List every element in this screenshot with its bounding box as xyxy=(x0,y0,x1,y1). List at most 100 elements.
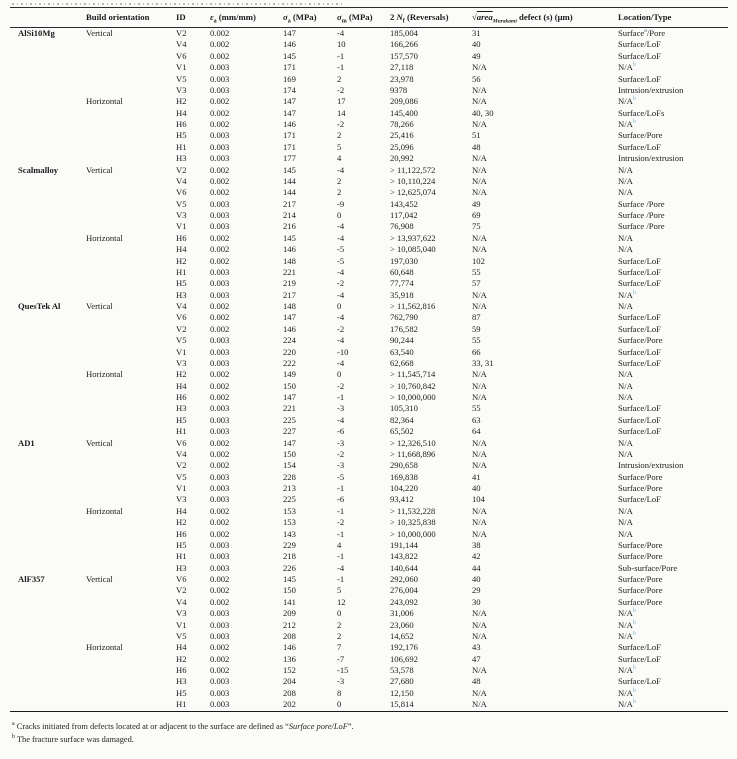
cell-loc: N/A xyxy=(618,164,633,175)
cell-loc: N/A xyxy=(618,369,633,380)
cell-sa: 149 xyxy=(283,369,296,380)
cell-orientation xyxy=(86,608,176,619)
cell-nf: 143,452 xyxy=(390,198,418,209)
cell-ea: 0.002 xyxy=(210,255,230,266)
cell-defect: 51 xyxy=(472,130,481,141)
cell-defect: 49 xyxy=(472,198,481,209)
cell-sm: -1 xyxy=(337,528,345,539)
cell-material xyxy=(10,415,86,426)
cell-sm: -7 xyxy=(337,653,345,664)
cell-ea: 0.002 xyxy=(210,665,230,675)
cell-sm: -2 xyxy=(337,517,345,528)
cell-material xyxy=(10,96,86,107)
cell-loc: N/A xyxy=(618,448,633,459)
header-id: ID xyxy=(176,12,186,22)
table-row: V1 0.003 171 -1 27,118 N/A N/Ab xyxy=(10,62,728,73)
cell-sm: -1 xyxy=(337,505,345,516)
cell-orientation xyxy=(86,472,176,483)
cell-ea: 0.003 xyxy=(210,630,230,641)
cell-sm: -1 xyxy=(337,62,345,73)
cell-sa: 209 xyxy=(283,608,296,619)
table-row: V3 0.003 174 -2 9378 N/A Intrusion/extrusion xyxy=(10,85,728,96)
cell-sm: 12 xyxy=(337,596,346,607)
cell-id: H5 xyxy=(176,130,187,141)
cell-orientation xyxy=(86,324,176,335)
cell-loc: N/Ab xyxy=(618,687,636,698)
cell-loc: N/Ab xyxy=(618,665,636,675)
cell-sa: 153 xyxy=(283,517,296,528)
cell-orientation xyxy=(86,51,176,62)
cell-sm: 10 xyxy=(337,39,346,50)
cell-loc: Surface/Pore xyxy=(618,483,663,493)
cell-material xyxy=(10,585,86,596)
cell-ea: 0.002 xyxy=(210,585,230,596)
table-row: Scalmalloy Vertical V2 0.002 145 -4 > 11,122,5… xyxy=(10,165,728,176)
cell-material xyxy=(10,688,86,699)
header-defect-size: √areaMurakami defect (s) (μm) xyxy=(472,12,573,25)
cell-orientation xyxy=(86,187,176,198)
cell-sa: 171 xyxy=(283,141,296,152)
cell-orientation: Horizontal xyxy=(86,232,123,243)
cell-sm: -2 xyxy=(337,448,345,459)
table-row: V4 0.002 144 2 > 10,110,224 N/A N/A xyxy=(10,176,728,187)
cell-orientation xyxy=(86,460,176,471)
table-row: V3 0.003 214 0 117,042 69 Surface /Pore xyxy=(10,210,728,221)
cell-loc: Surface /Pore xyxy=(618,198,665,209)
cell-defect: 59 xyxy=(472,323,481,334)
table-row: AlF357 Vertical V6 0.002 145 -1 292,060 40 Surfa… xyxy=(10,574,728,585)
cell-nf: 117,042 xyxy=(390,210,418,220)
cell-nf: 143,822 xyxy=(390,551,418,562)
cell-material xyxy=(10,39,86,50)
cell-id: H4 xyxy=(176,505,187,516)
table-row: H6 0.002 147 -1 > 10,000,000 N/A N/A xyxy=(10,392,728,403)
cell-defect: N/A xyxy=(472,232,487,243)
cell-ea: 0.003 xyxy=(210,551,230,562)
cell-sa: 153 xyxy=(283,505,296,516)
cell-sa: 147 xyxy=(283,28,296,38)
cell-loc: N/A xyxy=(618,380,633,391)
table-row: AD1 Vertical V6 0.002 147 -3 > 12,326,510 N/A N/… xyxy=(10,438,728,449)
cell-orientation xyxy=(86,85,176,96)
cell-orientation xyxy=(86,119,176,130)
cell-id: V6 xyxy=(176,50,187,61)
table-row: H3 0.003 221 -3 105,310 55 Surface/LoF xyxy=(10,403,728,414)
table-row: H3 0.003 226 -4 140,644 44 Sub-surface/Pore xyxy=(10,563,728,574)
cell-sm: -1 xyxy=(337,574,345,584)
cell-ea: 0.003 xyxy=(210,414,230,425)
cell-nf: 176,582 xyxy=(390,323,418,334)
cell-id: V4 xyxy=(176,39,187,50)
header-location-type: Location/Type xyxy=(618,12,672,22)
cell-nf: 145,400 xyxy=(390,107,418,118)
cell-defect: 30 xyxy=(472,596,481,607)
cell-sa: 221 xyxy=(283,403,296,414)
cell-sa: 145 xyxy=(283,232,296,243)
cell-loc: Intrusion/extrusion xyxy=(618,153,684,164)
cell-sm: -6 xyxy=(337,426,345,437)
cell-material xyxy=(10,563,86,574)
cell-loc: N/Ab xyxy=(618,62,636,73)
table-row: V2 0.002 146 -2 176,582 59 Surface/LoF xyxy=(10,324,728,335)
cell-defect: 40 xyxy=(472,39,481,50)
cell-orientation xyxy=(86,62,176,73)
cell-sm: -1 xyxy=(337,392,345,402)
cell-id: H5 xyxy=(176,539,187,550)
cell-defect: 48 xyxy=(472,676,481,687)
cell-orientation: Vertical xyxy=(86,164,113,175)
cell-loc: Surface/Pore xyxy=(618,335,663,346)
cell-nf: 762,790 xyxy=(390,312,418,323)
cell-id: V2 xyxy=(176,164,187,175)
cell-sm: -4 xyxy=(337,232,345,243)
cell-sm: 0 xyxy=(337,608,342,619)
cell-sa: 228 xyxy=(283,471,296,482)
cell-id: H1 xyxy=(176,141,187,152)
cell-ea: 0.002 xyxy=(210,642,230,653)
cell-nf: 23,060 xyxy=(390,619,414,630)
cell-loc: N/Ab xyxy=(618,699,636,710)
cell-sm: -1 xyxy=(337,50,345,61)
cell-loc: Surface/Pore xyxy=(618,130,663,141)
cell-nf: 197,030 xyxy=(390,255,418,266)
table-row: V3 0.003 225 -6 93,412 104 Surface/LoF xyxy=(10,494,728,505)
cell-nf: 9378 xyxy=(390,84,408,95)
cell-material xyxy=(10,426,86,437)
cell-sm: -4 xyxy=(337,164,345,175)
